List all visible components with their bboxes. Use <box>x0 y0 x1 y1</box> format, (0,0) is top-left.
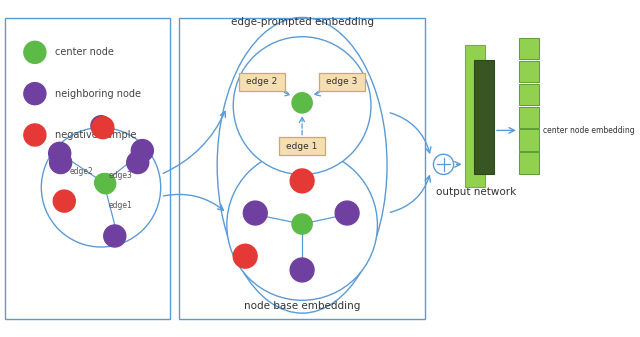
Text: negative sample: negative sample <box>55 130 136 140</box>
Circle shape <box>131 140 154 162</box>
Bar <box>519 84 539 105</box>
Circle shape <box>42 128 161 247</box>
Circle shape <box>92 117 114 139</box>
Circle shape <box>49 142 70 164</box>
Circle shape <box>49 152 72 174</box>
Text: output network: output network <box>436 186 516 196</box>
FancyBboxPatch shape <box>319 72 365 91</box>
Circle shape <box>290 169 314 193</box>
Circle shape <box>292 93 312 113</box>
Circle shape <box>104 225 126 247</box>
Circle shape <box>233 37 371 175</box>
Text: neighboring node: neighboring node <box>55 89 141 99</box>
Bar <box>4 18 170 319</box>
Circle shape <box>95 174 116 194</box>
Bar <box>519 152 539 174</box>
Text: edge1: edge1 <box>108 202 132 210</box>
Circle shape <box>95 174 113 192</box>
Text: edge-prompted embedding: edge-prompted embedding <box>230 17 374 27</box>
Circle shape <box>127 152 148 174</box>
Circle shape <box>290 258 314 282</box>
Text: edge3: edge3 <box>108 171 132 180</box>
Circle shape <box>91 116 111 136</box>
Text: node base embedding: node base embedding <box>244 301 360 311</box>
Bar <box>519 61 539 82</box>
Circle shape <box>292 214 312 234</box>
Circle shape <box>24 124 46 146</box>
Circle shape <box>24 41 46 63</box>
Circle shape <box>433 154 454 175</box>
Bar <box>465 45 485 187</box>
Circle shape <box>53 190 76 212</box>
Circle shape <box>233 244 257 268</box>
Text: edge 1: edge 1 <box>287 142 318 151</box>
Text: center node embedding: center node embedding <box>543 126 634 135</box>
Bar <box>474 60 494 175</box>
Circle shape <box>24 83 46 105</box>
Text: edge 3: edge 3 <box>326 77 357 86</box>
Text: center node: center node <box>55 47 114 57</box>
FancyBboxPatch shape <box>239 72 285 91</box>
FancyBboxPatch shape <box>279 137 325 155</box>
Bar <box>179 18 425 319</box>
Bar <box>519 38 539 59</box>
Text: edge 2: edge 2 <box>246 77 277 86</box>
Bar <box>519 129 539 151</box>
Circle shape <box>335 201 359 225</box>
Text: edge2: edge2 <box>70 166 93 176</box>
Circle shape <box>227 150 378 300</box>
Bar <box>519 106 539 128</box>
Circle shape <box>243 201 268 225</box>
